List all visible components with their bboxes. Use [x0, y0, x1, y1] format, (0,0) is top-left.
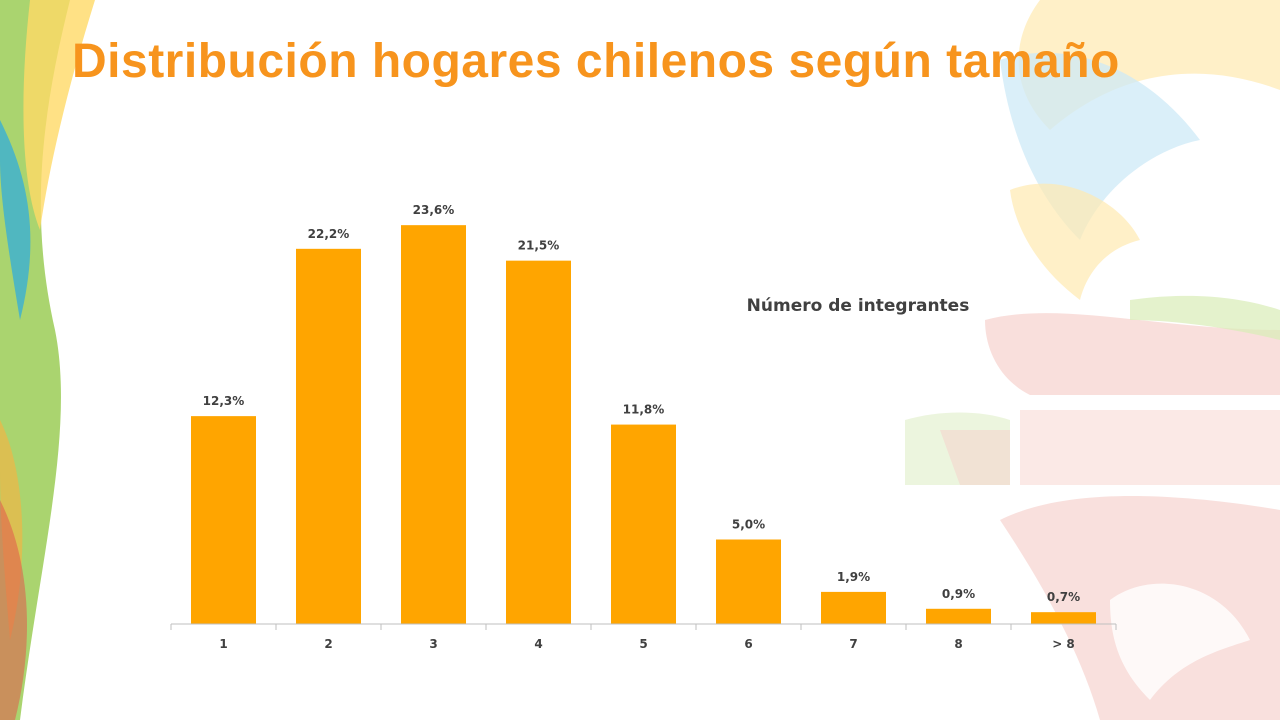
bar-8 — [926, 608, 991, 624]
bar-3 — [401, 225, 466, 624]
x-tick-label-9: > 8 — [1052, 637, 1075, 651]
bar-2 — [296, 248, 361, 624]
x-tick-label-7: 7 — [849, 637, 857, 651]
chart-annotation: Número de integrantes — [747, 296, 970, 316]
data-label-3: 23,6% — [413, 203, 455, 217]
x-tick-label-1: 1 — [219, 637, 227, 651]
bar-4 — [506, 260, 571, 624]
data-label-5: 11,8% — [623, 403, 665, 417]
data-label-2: 22,2% — [308, 227, 350, 241]
bars-group — [191, 225, 1096, 624]
data-label-6: 5,0% — [732, 518, 765, 532]
x-tick-label-2: 2 — [324, 637, 332, 651]
x-axis-ticks — [170, 624, 1117, 630]
bar-7 — [821, 591, 886, 624]
data-label-7: 1,9% — [837, 570, 870, 584]
x-tick-label-3: 3 — [429, 637, 437, 651]
data-label-4: 21,5% — [518, 239, 560, 253]
data-label-8: 0,9% — [942, 587, 975, 601]
bar-5 — [611, 424, 676, 624]
x-tick-label-4: 4 — [534, 637, 542, 651]
x-axis-tick-labels: 1 2 3 4 5 6 7 8 > 8 — [219, 637, 1074, 651]
page-title: Distribución hogares chilenos según tama… — [72, 35, 1120, 88]
x-tick-label-6: 6 — [744, 637, 752, 651]
data-label-1: 12,3% — [203, 394, 245, 408]
x-tick-label-5: 5 — [639, 637, 647, 651]
bar-1 — [191, 416, 256, 624]
data-labels-group: 12,3% 22,2% 23,6% 21,5% 11,8% 5,0% 1,9% 0,9% 0,7… — [203, 203, 1080, 604]
x-tick-label-8: 8 — [954, 637, 962, 651]
data-label-9: 0,7% — [1047, 590, 1080, 604]
bar-6 — [716, 539, 781, 624]
bar-9 — [1031, 612, 1096, 624]
